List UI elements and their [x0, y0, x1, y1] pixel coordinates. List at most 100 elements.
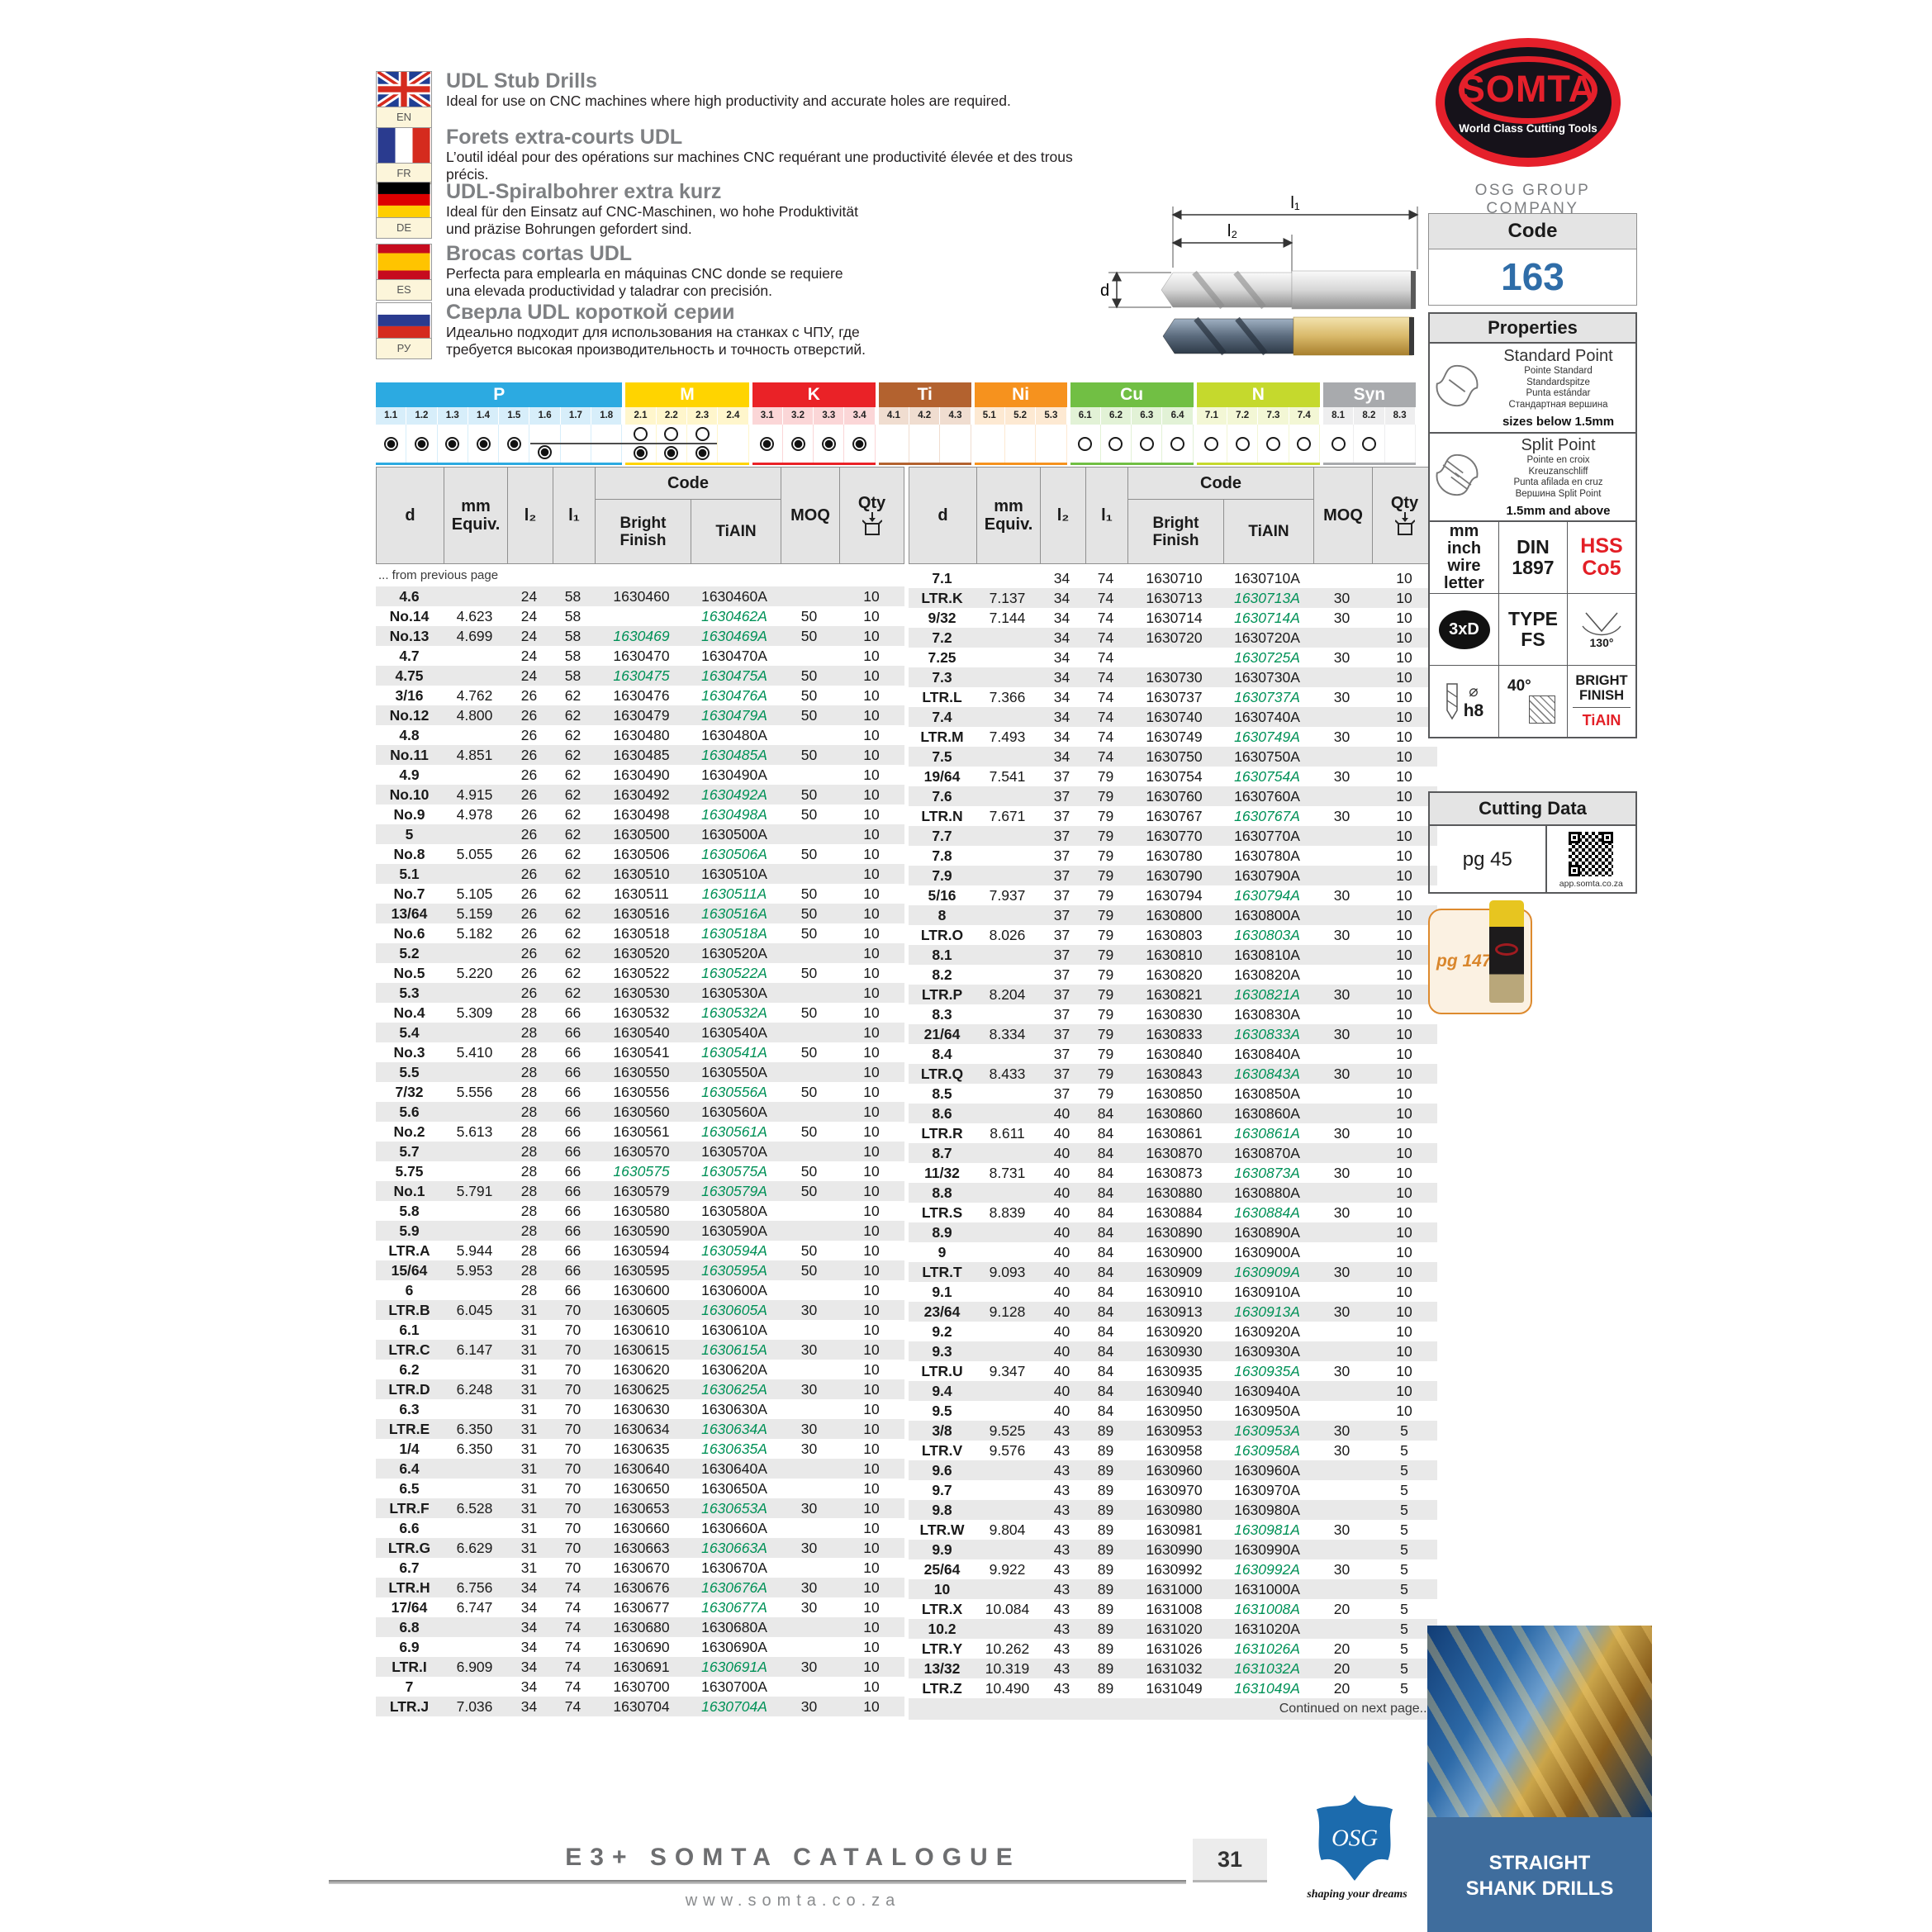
col-l2: 28 — [520, 1262, 538, 1279]
material-group-ti: Ti 4.1 4.2 4.3 — [878, 382, 971, 465]
col-moq: 50 — [800, 1123, 818, 1140]
col-moq — [780, 864, 838, 884]
col-mm — [443, 1360, 506, 1379]
col-l2: 34 — [1053, 590, 1070, 606]
col-moq — [780, 586, 838, 606]
tialn-header: TiAIN — [1248, 522, 1289, 540]
standard-point-note: sizes below 1.5mm — [1502, 415, 1615, 429]
helix-angle-label: 40° — [1507, 677, 1531, 695]
col-moq — [1313, 846, 1371, 866]
col-moq — [1313, 1619, 1371, 1639]
col-d: 5.75 — [395, 1163, 424, 1180]
table-row: 7.5 34 74 1630750 1630750A 10 — [909, 747, 1437, 767]
col-bright-code: 1630520 — [613, 945, 670, 961]
col-moq: 30 — [1333, 887, 1351, 904]
col-qty: 10 — [1396, 927, 1412, 943]
col-moq — [1313, 945, 1371, 965]
material-group-label: Syn — [1322, 382, 1416, 407]
col-tialn-code: 1630690A — [701, 1639, 767, 1655]
col-d: LTR.K — [921, 590, 963, 606]
col-mm: 4.978 — [456, 806, 493, 823]
lang-block-de: DE UDL-Spiralbohrer extra kurz Ideal für… — [376, 180, 1119, 239]
col-l1: 79 — [1097, 966, 1114, 983]
col-mm-header: mm Equiv. — [976, 468, 1040, 563]
col-l2: 24 — [520, 608, 538, 624]
col-bright-code: 1630605 — [613, 1302, 670, 1318]
col-qty: 10 — [863, 767, 880, 783]
col-qty: 10 — [1396, 1184, 1412, 1201]
col-mm — [975, 1282, 1039, 1302]
col-tialn-code: 1630860A — [1234, 1105, 1300, 1122]
col-moq: 30 — [1333, 1363, 1351, 1379]
material-group-label: M — [625, 382, 749, 407]
col-l1: 70 — [564, 1302, 581, 1318]
material-col-label: 3.3 — [814, 407, 845, 425]
col-mm — [975, 628, 1039, 648]
col-tialn-code: 1630780A — [1234, 847, 1300, 864]
table-row: LTR.T 9.093 40 84 1630909 1630909A 30 10 — [909, 1262, 1437, 1282]
point-angle-label: 130° — [1589, 636, 1614, 649]
col-d: LTR.X — [921, 1601, 963, 1617]
material-col-label: 4.3 — [940, 407, 971, 425]
col-moq — [1313, 1322, 1371, 1341]
material-suitability-cell — [438, 425, 468, 463]
col-l2: 37 — [1053, 1006, 1070, 1023]
col-tialn-code: 1630950A — [1234, 1403, 1300, 1419]
promo-page-ref: pg 147 — [1436, 952, 1492, 971]
col-l2: 28 — [520, 1024, 538, 1041]
col-l1: 84 — [1097, 1145, 1114, 1161]
col-l1: 66 — [564, 1203, 581, 1219]
col-l2: 40 — [1053, 1264, 1070, 1280]
col-moq — [1313, 1500, 1371, 1520]
cutting-fluid-can-image — [1489, 900, 1524, 1003]
col-qty: 10 — [863, 1401, 880, 1417]
col-qty: 5 — [1400, 1541, 1408, 1558]
col-bright-code: 1630960 — [1146, 1462, 1203, 1479]
lang-body: L’outil idéal pour des opérations sur ma… — [446, 149, 1073, 183]
col-tialn-code: 1630910A — [1234, 1284, 1300, 1300]
material-col-label: 6.3 — [1132, 407, 1163, 425]
col-l2-header: l₂ — [507, 468, 553, 563]
col-moq: 30 — [800, 1698, 818, 1715]
col-tialn-code: 1630590A — [701, 1222, 767, 1239]
col-d: 9.5 — [932, 1403, 952, 1419]
col-moq — [1313, 965, 1371, 985]
table-row: 8.9 40 84 1630890 1630890A 10 — [909, 1222, 1437, 1242]
col-d: No.10 — [389, 786, 430, 803]
material-range-line — [530, 443, 717, 444]
col-tialn-code: 1630522A — [701, 965, 767, 981]
col-bright-code: 1630492 — [613, 786, 670, 803]
material-col-label: 8.3 — [1385, 407, 1416, 425]
col-moq — [1313, 1381, 1371, 1401]
col-l2: 28 — [520, 1203, 538, 1219]
col-d: LTR.B — [388, 1302, 430, 1318]
col-qty: 5 — [1400, 1422, 1408, 1439]
col-qty: 10 — [863, 1282, 880, 1298]
col-mm — [975, 1044, 1039, 1064]
col-moq: 50 — [800, 806, 818, 823]
col-moq: 30 — [1333, 1264, 1351, 1280]
col-mm — [975, 568, 1039, 588]
col-l1: 89 — [1097, 1422, 1114, 1439]
col-qty: 10 — [1396, 590, 1412, 606]
col-l1: 74 — [564, 1698, 581, 1715]
col-bright-code: 1631032 — [1146, 1660, 1203, 1677]
col-moq: 20 — [1333, 1660, 1351, 1677]
col-tialn-code: 1630475A — [701, 667, 767, 684]
table-row: 6.4 31 70 1630640 1630640A 10 — [376, 1459, 904, 1479]
col-d: 7.4 — [932, 709, 952, 725]
col-l1: 79 — [1097, 808, 1114, 824]
material-col-label: 7.3 — [1258, 407, 1289, 425]
col-d: 4.7 — [399, 648, 420, 664]
table-row: 9/32 7.144 34 74 1630714 1630714A 30 10 — [909, 608, 1437, 628]
col-tialn-code: 1630960A — [1234, 1462, 1300, 1479]
material-suitability-cell — [718, 425, 749, 463]
col-d: LTR.N — [921, 808, 963, 824]
col-l2: 28 — [520, 1163, 538, 1180]
col-tialn-code: 1630620A — [701, 1361, 767, 1378]
table-row: 4.7 24 58 1630470 1630470A 10 — [376, 646, 904, 666]
suitability-open-icon — [1235, 436, 1250, 451]
table-row: 7.1 34 74 1630710 1630710A 10 — [909, 568, 1437, 588]
col-moq: 30 — [800, 1500, 818, 1517]
material-group-label: Ni — [974, 382, 1067, 407]
